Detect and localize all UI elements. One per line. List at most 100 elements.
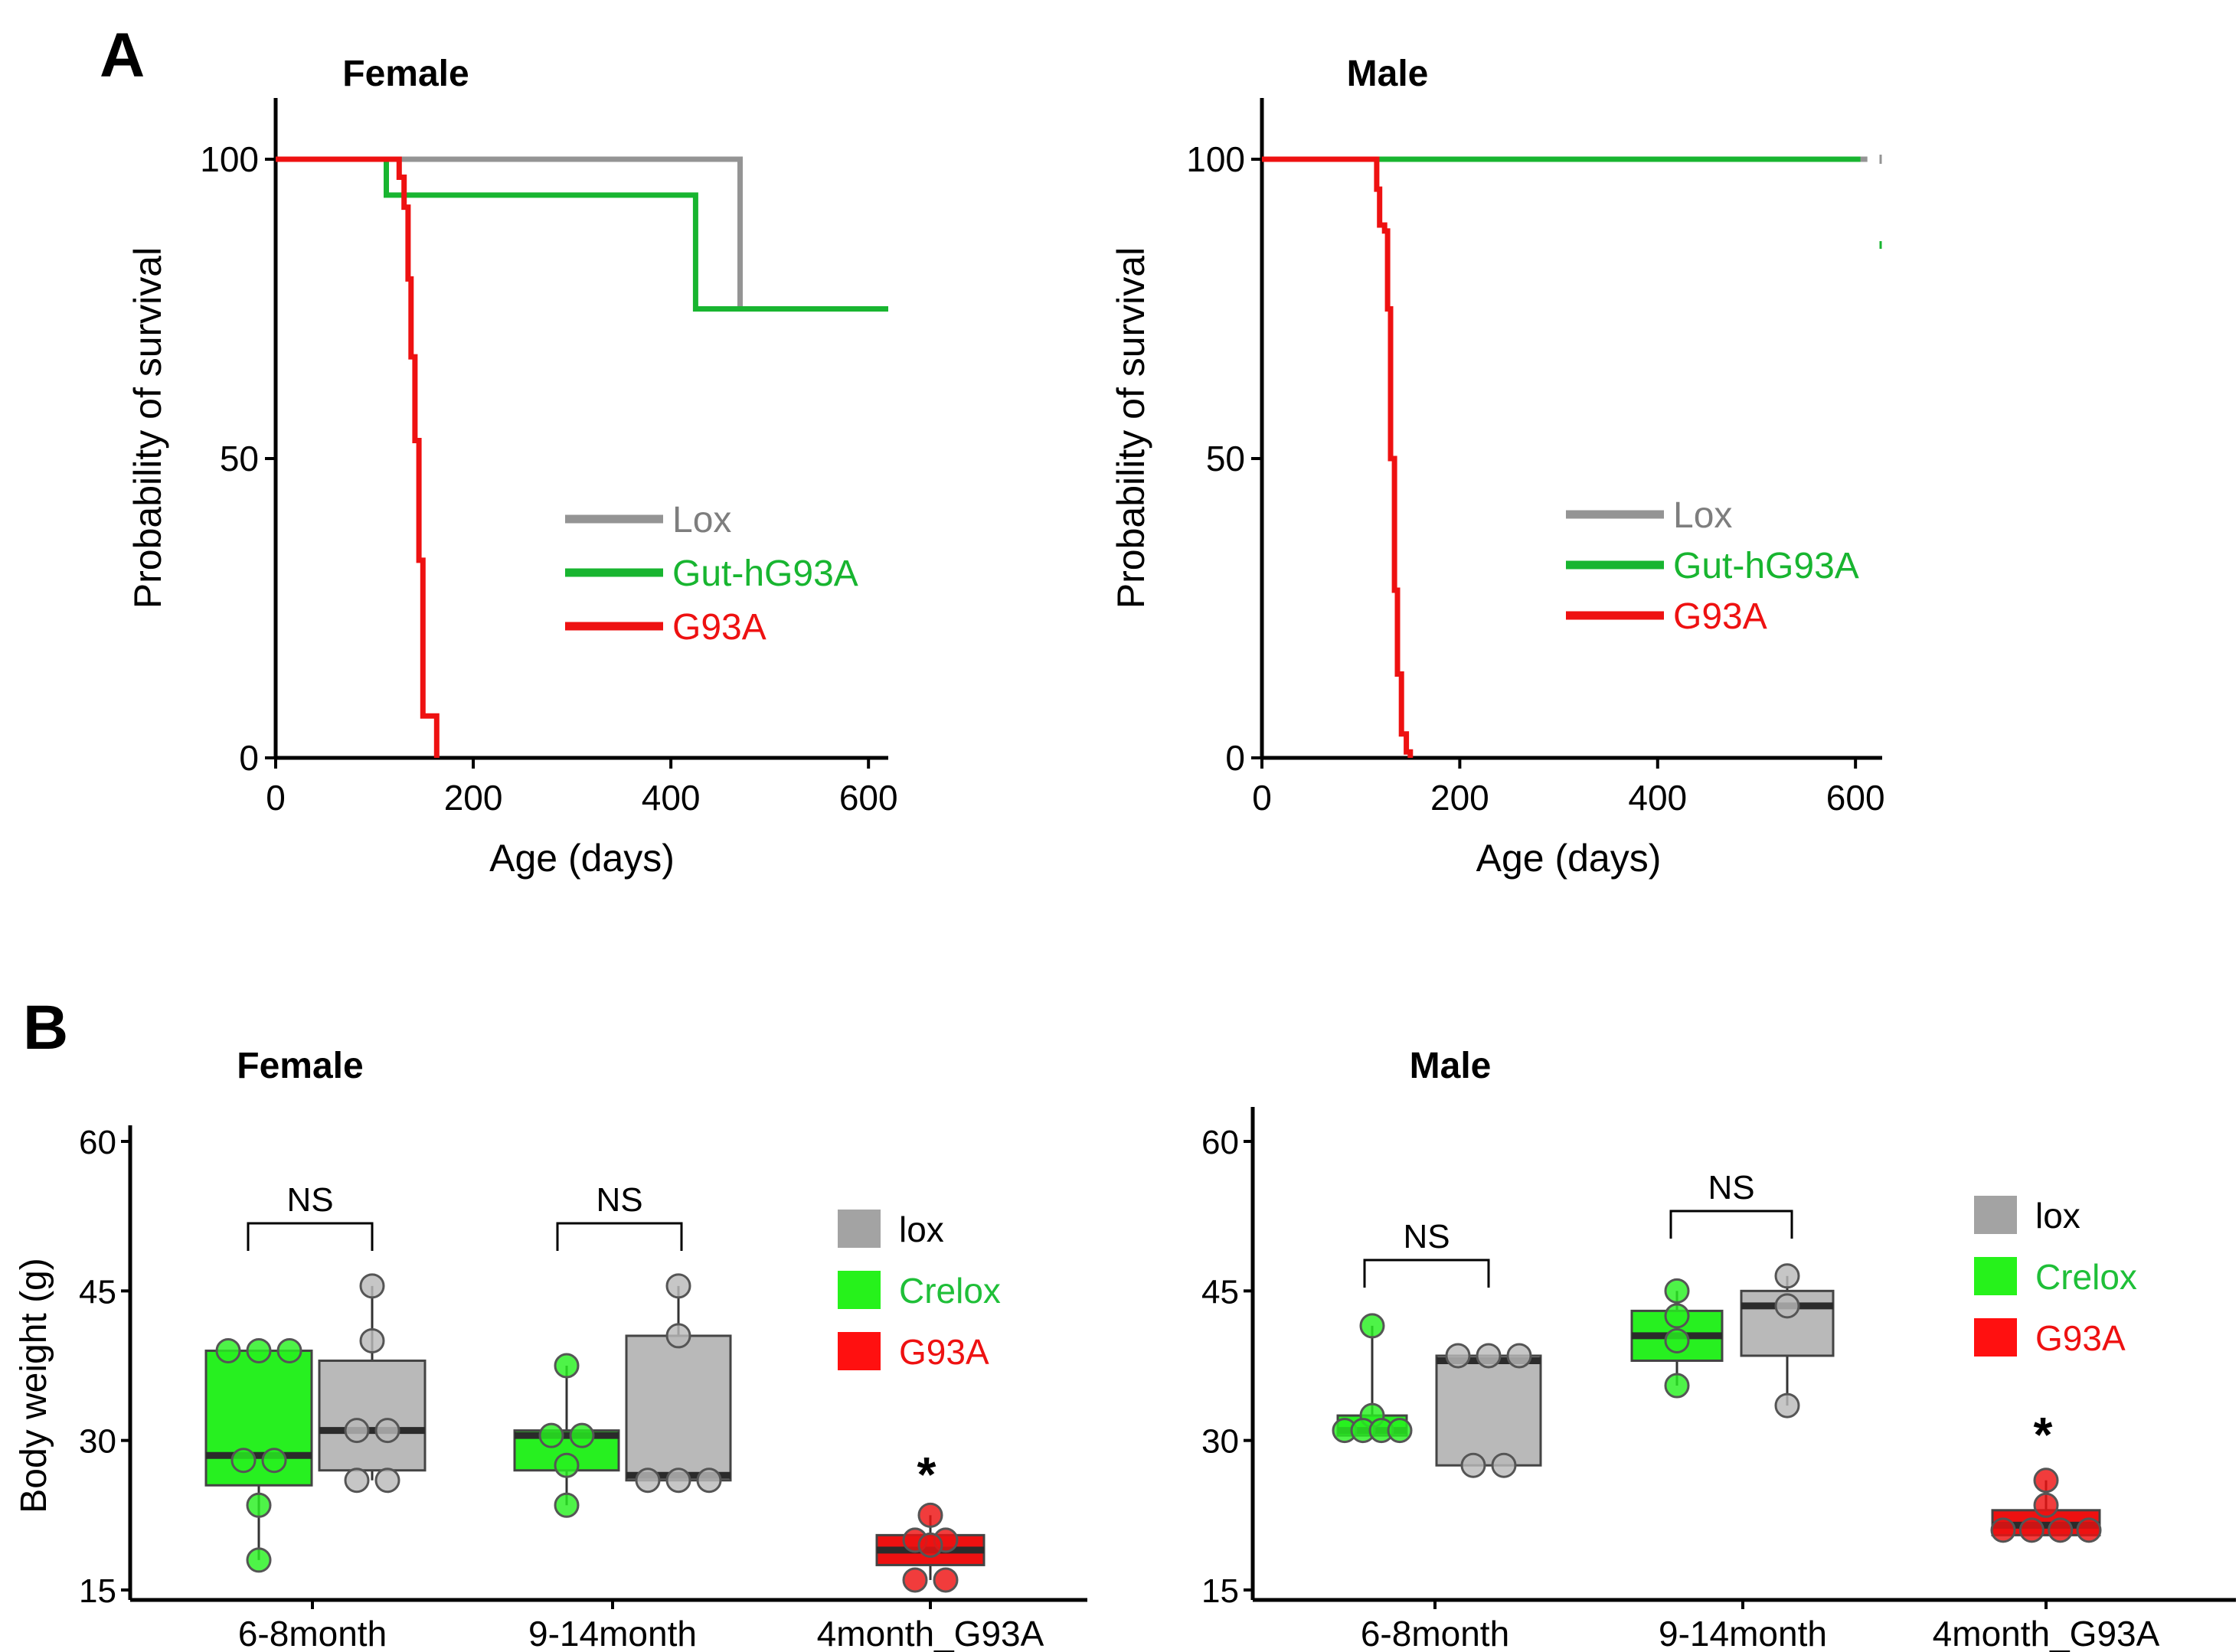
x-tick-label: 600 [839, 778, 898, 818]
box-lox-9-14month [625, 1273, 732, 1494]
legend-swatch [1974, 1196, 2017, 1234]
data-point [374, 1418, 400, 1444]
y-tick-label: 45 [1201, 1273, 1239, 1311]
data-point [1387, 1418, 1413, 1444]
box-lox-6-8month [318, 1273, 427, 1494]
y-axis-label: Probability of survival [126, 247, 169, 609]
significance-bracket [1363, 1259, 1490, 1288]
panel-letter-a: A [100, 21, 145, 90]
data-point [696, 1468, 722, 1494]
data-point [1664, 1327, 1690, 1353]
x-tick-label: 6-8month [1361, 1614, 1509, 1652]
y-tick-label: 45 [79, 1273, 116, 1311]
data-point [246, 1547, 272, 1573]
legend-swatch [1974, 1318, 2017, 1357]
data-point [230, 1448, 257, 1474]
chart-title: Female [342, 54, 469, 94]
data-point [2048, 1517, 2074, 1543]
box-g93a-4month_G93A [1990, 1468, 2102, 1543]
y-tick-label: 15 [79, 1572, 116, 1610]
data-point [1774, 1392, 1800, 1419]
significance-bracket [556, 1222, 683, 1251]
significance-star: * [2034, 1407, 2053, 1462]
data-point [215, 1337, 241, 1363]
series-line-g93a [276, 156, 440, 758]
legend-swatch [838, 1332, 881, 1370]
series-line-g93a [1262, 156, 1414, 758]
x-tick-label: 9-14month [1659, 1614, 1827, 1652]
chart-title: Female [237, 1046, 363, 1086]
data-point [1774, 1293, 1800, 1319]
legend-label: Lox [672, 500, 731, 540]
data-point [933, 1567, 959, 1593]
data-point [246, 1492, 272, 1518]
series-line-gut-hg93a [276, 156, 888, 312]
survival-plot-male: Male 0 50 100 0 200 400 600 Age (days) Probabilit… [1110, 54, 1885, 880]
box-lox-9-14month [1740, 1263, 1835, 1419]
data-point [2033, 1492, 2059, 1518]
box-body [318, 1359, 427, 1472]
data-point [554, 1452, 580, 1478]
data-point [261, 1448, 287, 1474]
y-tick-label: 30 [1201, 1423, 1239, 1461]
significance-label: NS [596, 1181, 642, 1219]
x-tick-label: 200 [444, 778, 503, 818]
data-point [276, 1337, 302, 1363]
legend-swatch [838, 1210, 881, 1248]
legend-label: Gut-hG93A [672, 553, 858, 594]
data-point [374, 1468, 400, 1494]
x-tick-label: 0 [266, 778, 286, 818]
x-axis-label: Age (days) [489, 837, 675, 880]
data-point [1506, 1343, 1532, 1369]
box-body [1435, 1354, 1542, 1467]
data-point [902, 1567, 928, 1593]
data-point [1664, 1373, 1690, 1399]
legend-label: Lox [1673, 495, 1732, 536]
data-point [665, 1273, 691, 1299]
data-point [1491, 1452, 1517, 1478]
data-point [538, 1422, 564, 1448]
weight-plot-female: Female 15 30 45 60 6-8month 9-14month 4month_G9… [14, 1046, 1087, 1652]
panel-letter-b: B [23, 993, 68, 1063]
box-g93a-4month_G93A [875, 1502, 985, 1593]
data-point [1664, 1303, 1690, 1329]
box-crelox-6-8month [1332, 1313, 1413, 1444]
y-tick-label: 60 [79, 1124, 116, 1161]
significance-label: NS [286, 1181, 333, 1219]
significance-label: NS [1403, 1218, 1450, 1255]
box-crelox-9-14month [1630, 1278, 1724, 1399]
data-point [1990, 1517, 2016, 1543]
y-axis-label: Body weight (g) [14, 1258, 54, 1513]
survival-plot-female: Female 0 50 100 0 200 400 600 Age (days) Probabil… [126, 54, 898, 880]
box-crelox-6-8month [204, 1337, 313, 1573]
data-point [1359, 1313, 1385, 1339]
y-tick-label: 100 [1186, 139, 1245, 179]
x-tick-label: 200 [1430, 778, 1489, 818]
x-tick-label: 4month_G93A [1933, 1614, 2160, 1652]
data-point [1664, 1278, 1690, 1304]
y-tick-label: 50 [220, 439, 259, 478]
legend-swatch [838, 1271, 881, 1309]
y-tick-label: 0 [1225, 738, 1245, 778]
series-line-lox [276, 156, 888, 312]
significance-star: * [917, 1447, 936, 1502]
chart-title: Male [1347, 54, 1429, 94]
x-tick-label: 9-14month [528, 1614, 697, 1652]
legend-label: G93A [899, 1332, 989, 1372]
y-tick-label: 0 [239, 738, 259, 778]
x-tick-label: 400 [642, 778, 701, 818]
x-axis-label: Age (days) [1476, 837, 1662, 880]
y-axis-label: Probability of survival [1110, 247, 1152, 609]
data-point [2076, 1517, 2102, 1543]
data-point [344, 1418, 370, 1444]
y-tick-label: 15 [1201, 1572, 1239, 1610]
y-tick-label: 100 [200, 139, 259, 179]
x-tick-label: 4month_G93A [817, 1614, 1044, 1652]
data-point [2018, 1517, 2045, 1543]
y-tick-label: 60 [1201, 1124, 1239, 1161]
legend-label: lox [899, 1210, 944, 1249]
data-point [554, 1353, 580, 1379]
data-point [917, 1502, 943, 1528]
x-tick-label: 6-8month [238, 1614, 387, 1652]
